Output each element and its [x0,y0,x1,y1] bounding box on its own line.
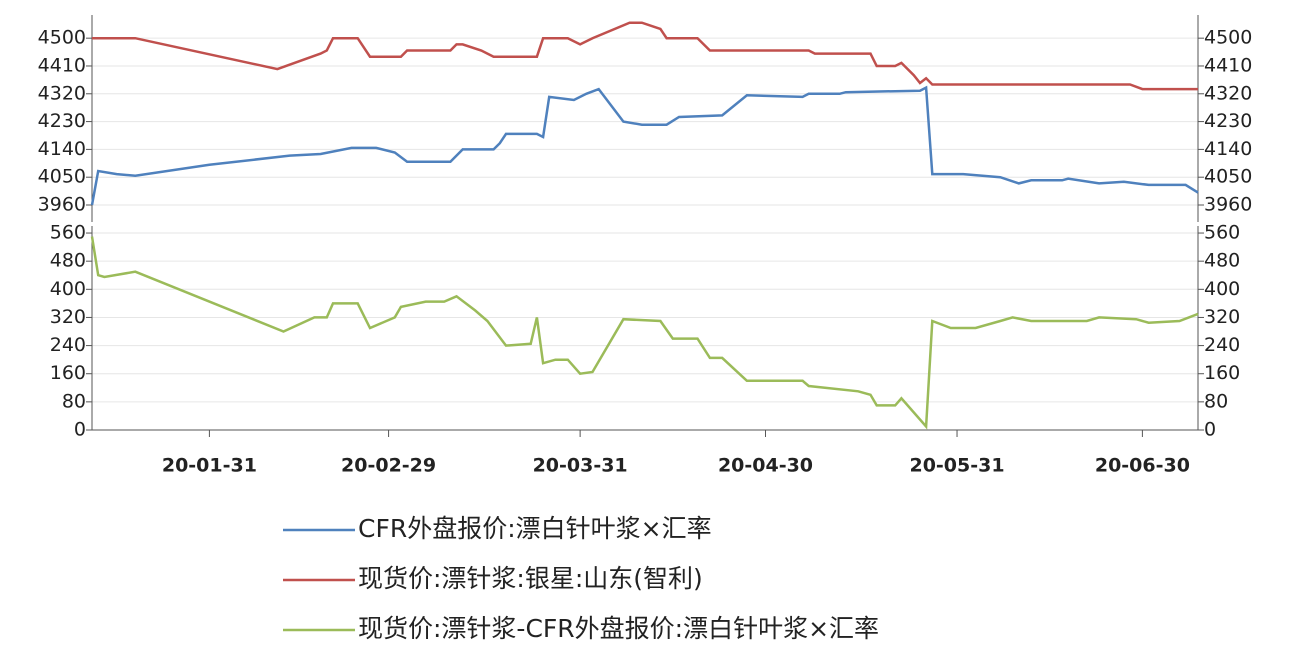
y2-tick-label: 320 [1204,306,1240,328]
x-tick-label: 20-03-31 [533,455,628,477]
y2-tick-label: 4230 [1204,110,1252,132]
y-tick-label: 560 [50,222,86,244]
y-tick-label: 240 [50,334,86,356]
y-tick-label: 4140 [38,138,86,160]
y2-tick-label: 4500 [1204,27,1252,49]
y-tick-label: 4410 [38,54,86,76]
x-tick-label: 20-06-30 [1095,455,1190,477]
series-line [90,85,1199,206]
y2-tick-label: 560 [1204,222,1240,244]
y-tick-label: 3960 [38,194,86,216]
y2-tick-label: 4320 [1204,82,1252,104]
legend-label: 现货价:漂针浆-CFR外盘报价:漂白针叶浆×汇率 [358,614,879,643]
y-tick-label: 4320 [38,82,86,104]
y2-tick-label: 4140 [1204,138,1252,160]
y-tick-label: 4230 [38,110,86,132]
x-tick-label: 20-02-29 [341,455,436,477]
series-line [90,236,1199,430]
y-tick-label: 480 [50,250,86,272]
y-tick-label: 400 [50,278,86,300]
x-tick-label: 20-05-31 [909,455,1004,477]
series-line [92,21,1198,91]
y2-tick-label: 3960 [1204,194,1252,216]
legend-label: 现货价:漂针浆:银星:山东(智利) [358,564,703,593]
y-tick-label: 320 [50,306,86,328]
y-tick-label: 0 [74,419,86,441]
y2-tick-label: 400 [1204,278,1240,300]
y-tick-label: 4500 [38,27,86,49]
x-tick-label: 20-01-31 [162,455,257,477]
y-tick-label: 160 [50,362,86,384]
y2-tick-label: 240 [1204,334,1240,356]
y2-tick-label: 4050 [1204,166,1252,188]
legend-label: CFR外盘报价:漂白针叶浆×汇率 [358,514,712,543]
y2-tick-label: 160 [1204,362,1240,384]
y2-tick-label: 80 [1204,390,1228,412]
x-tick-label: 20-04-30 [718,455,813,477]
y2-tick-label: 4410 [1204,54,1252,76]
y-tick-label: 4050 [38,166,86,188]
y-tick-label: 80 [62,390,86,412]
y2-tick-label: 0 [1204,419,1216,441]
y2-tick-label: 480 [1204,250,1240,272]
